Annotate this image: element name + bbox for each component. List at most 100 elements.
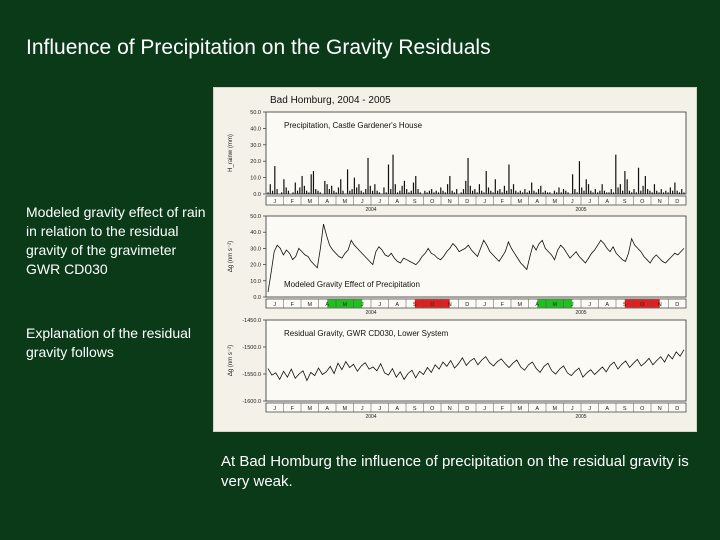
precip-bar <box>556 192 558 194</box>
precip-bar <box>662 192 665 194</box>
y-tick-label: 10.0 <box>250 176 261 182</box>
precip-bar <box>535 192 537 194</box>
precip-bar <box>494 179 496 194</box>
month-label: F <box>501 199 505 205</box>
month-label: A <box>325 199 329 205</box>
y-tick-label: 10.0 <box>250 279 261 285</box>
precip-bar <box>510 189 512 194</box>
month-label: J <box>378 302 381 308</box>
precip-bar <box>528 190 531 194</box>
month-label: A <box>605 199 609 205</box>
month-label: J <box>571 302 574 308</box>
precip-bar <box>437 192 440 194</box>
precip-bar <box>553 190 556 194</box>
precip-bar <box>508 164 510 194</box>
month-label: A <box>395 199 399 205</box>
month-label: O <box>640 406 645 412</box>
month-label: D <box>465 199 469 205</box>
precip-bar <box>506 190 508 194</box>
precip-bar <box>433 192 435 194</box>
month-label: A <box>325 302 329 308</box>
precip-bar <box>603 190 606 194</box>
y-tick-label: 50.0 <box>250 214 261 220</box>
precip-bar <box>387 164 390 194</box>
precip-bar <box>410 190 412 194</box>
month-label: F <box>291 302 295 308</box>
month-label: N <box>448 406 452 412</box>
month-label: A <box>395 302 399 308</box>
year-label: 2004 <box>365 414 376 420</box>
precip-bar <box>626 179 628 194</box>
precip-bar <box>642 185 644 194</box>
precip-bar <box>606 192 608 194</box>
precip-bar <box>667 192 669 194</box>
precip-bar <box>415 175 417 194</box>
month-label: J <box>588 406 591 412</box>
month-label: A <box>535 406 539 412</box>
precip-bar <box>287 190 290 194</box>
precip-bar <box>353 177 355 194</box>
month-label: N <box>658 406 662 412</box>
precip-bar <box>549 192 551 194</box>
precip-bar <box>446 184 449 194</box>
precip-bar <box>367 157 369 194</box>
precip-bar <box>574 189 576 194</box>
precip-bar <box>590 190 592 194</box>
precip-bar <box>340 179 342 194</box>
precip-bar <box>592 192 594 194</box>
precip-bar <box>537 189 540 194</box>
month-label: S <box>413 199 417 205</box>
month-label: M <box>307 406 312 412</box>
side-text-explanation: Explanation of the residual gravity foll… <box>26 325 191 360</box>
month-label: J <box>361 302 364 308</box>
month-label: N <box>448 199 452 205</box>
precip-bar <box>401 185 403 194</box>
y-tick-label: -1550.0 <box>242 372 261 378</box>
precip-bar <box>594 189 596 194</box>
precip-bar <box>483 192 485 194</box>
precip-bar <box>665 190 667 194</box>
precip-bar <box>558 187 560 194</box>
month-label: J <box>571 199 574 205</box>
month-label: S <box>623 302 627 308</box>
precip-bar <box>597 192 599 194</box>
precip-bar <box>572 174 574 194</box>
month-label: D <box>675 406 679 412</box>
precip-bar <box>442 190 444 194</box>
year-label: 2005 <box>575 310 586 316</box>
figure-panel: 50.0 40.0 30.0 20.0 10.0 0.0 H_rainw (mm) Preci… <box>213 87 697 432</box>
year-label: 2005 <box>575 207 586 213</box>
precip-bar <box>619 184 621 194</box>
month-label: M <box>307 199 312 205</box>
precip-bar <box>481 190 483 194</box>
series-line-2 <box>267 223 685 293</box>
precip-bar <box>540 185 542 194</box>
precip-bar <box>462 189 465 194</box>
panel-title: Modeled Gravity Effect of Precipitation <box>284 280 420 289</box>
precip-bar <box>408 192 410 194</box>
precip-bar <box>383 187 385 194</box>
precip-bar <box>467 157 469 194</box>
precip-bar <box>406 189 408 194</box>
precip-bar <box>301 175 303 194</box>
precip-bar <box>478 184 481 194</box>
precip-bar <box>399 190 401 194</box>
precip-bar <box>360 190 362 194</box>
precip-bar <box>658 192 660 194</box>
plot-area-2 <box>265 215 687 298</box>
precip-bar <box>669 187 671 194</box>
precip-bar <box>296 190 299 194</box>
y-tick-label: 50.0 <box>250 110 261 116</box>
year-label: 2004 <box>365 310 376 316</box>
month-label: O <box>640 199 645 205</box>
month-label: M <box>517 406 522 412</box>
precip-bar <box>599 190 601 194</box>
month-label: D <box>675 199 679 205</box>
precip-bar <box>431 189 433 194</box>
precip-bar <box>635 192 637 194</box>
season-highlight-red <box>414 299 450 308</box>
month-label: J <box>588 199 591 205</box>
month-label: D <box>465 302 469 308</box>
y-tick-label: 20.0 <box>250 159 261 165</box>
precip-bar <box>542 192 544 194</box>
